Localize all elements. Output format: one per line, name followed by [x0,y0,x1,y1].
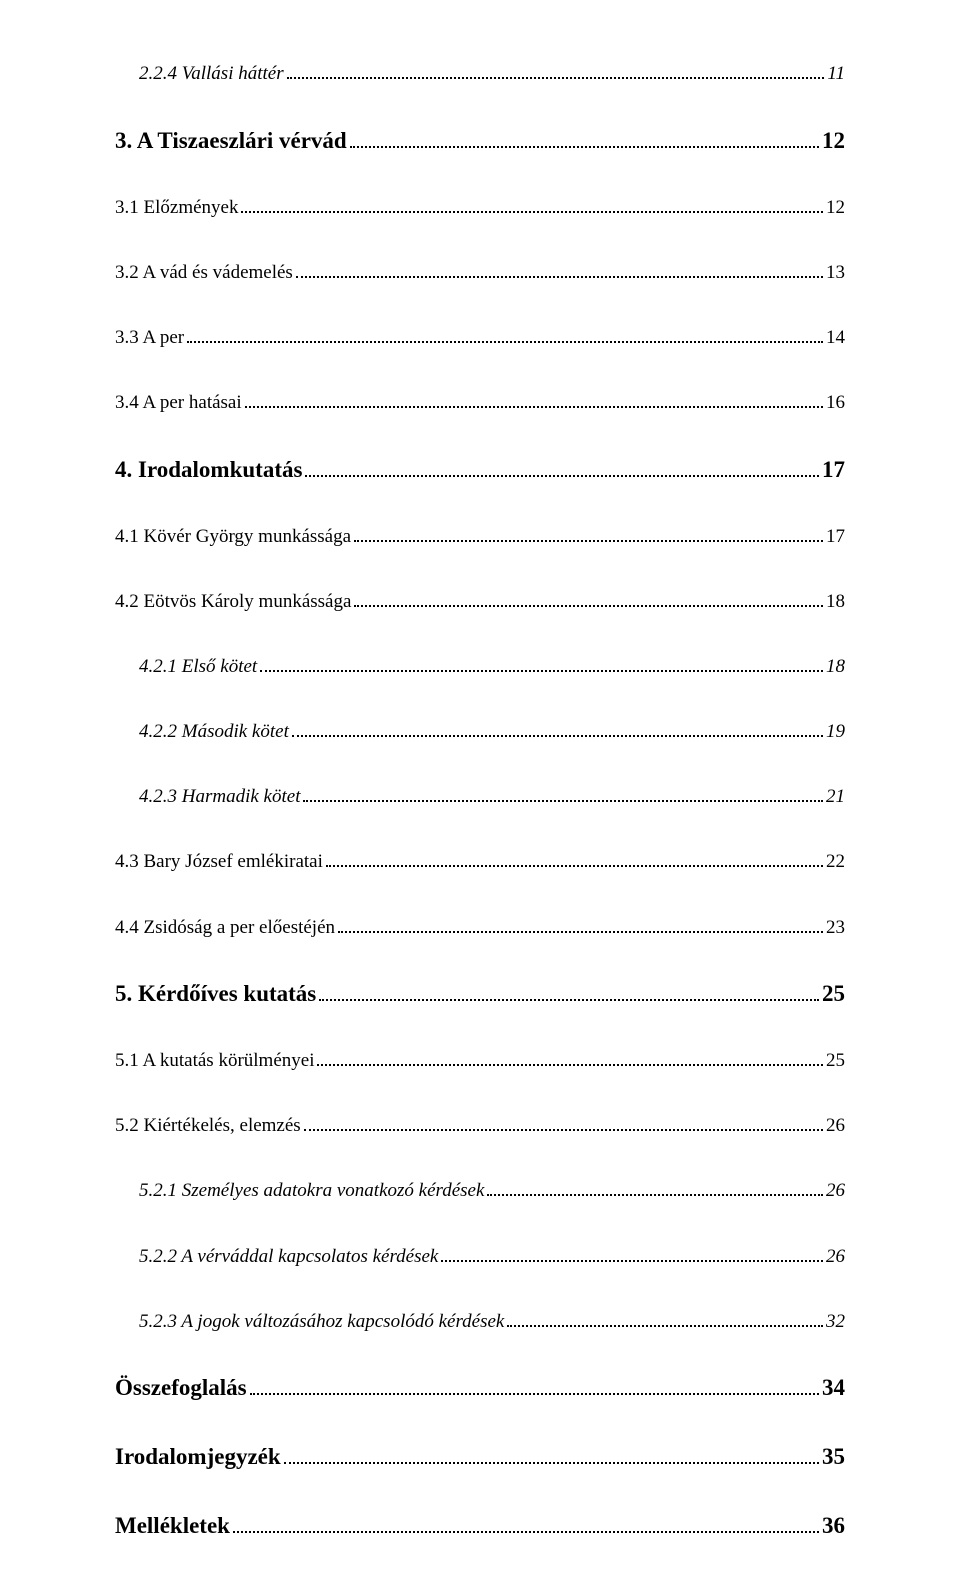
toc-entry-label: 2.2.4 Vallási háttér [139,63,284,85]
toc-entry: 4.2 Eötvös Károly munkássága 18 [115,590,845,613]
toc-entry-page: 32 [826,1311,845,1333]
toc-entry: 4.1 Kövér György munkássága 17 [115,525,845,548]
toc-entry-label: 4.2 Eötvös Károly munkássága [115,591,351,613]
toc-entry: 5.2.3 A jogok változásához kapcsolódó ké… [115,1310,845,1333]
toc-entry: 5.2.2 A vérváddal kapcsolatos kérdések 2… [115,1244,845,1267]
toc-leader-dots [507,1310,823,1327]
toc-entry-label: 5.2.1 Személyes adatokra vonatkozó kérdé… [139,1180,484,1202]
toc-leader-dots [292,720,823,737]
toc-entry-page: 25 [826,1050,845,1072]
toc-entry-page: 26 [826,1115,845,1137]
toc-entry: 3.4 A per hatásai 16 [115,391,845,414]
toc-entry-page: 35 [822,1444,845,1470]
toc-entry: 3.2 A vád és vádemelés 13 [115,261,845,284]
toc-entry: 4. Irodalomkutatás 17 [115,456,845,483]
toc-leader-dots [305,456,819,477]
toc-entry: 4.2.3 Harmadik kötet 21 [115,785,845,808]
toc-entry-label: 4.1 Kövér György munkássága [115,526,351,548]
toc-entry-label: Irodalomjegyzék [115,1444,281,1470]
toc-entry: 4.4 Zsidóság a per előestéjén 23 [115,915,845,938]
toc-entry-page: 21 [826,786,845,808]
toc-entry-page: 12 [826,197,845,219]
toc-entry: 5.2 Kiértékelés, elemzés 26 [115,1114,845,1137]
toc-entry-page: 19 [826,721,845,743]
toc-leader-dots [250,1375,819,1396]
toc-entry: 3. A Tiszaeszlári vérvád 12 [115,127,845,154]
toc-entry-page: 18 [826,656,845,678]
toc-entry-label: Mellékletek [115,1513,230,1539]
toc-entry-label: 3.4 A per hatásai [115,392,242,414]
toc-entry-label: 3.1 Előzmények [115,197,238,219]
toc-entry-label: 3.2 A vád és vádemelés [115,262,293,284]
toc-entry-label: 3. A Tiszaeszlári vérvád [115,128,347,154]
toc-entry-label: Összefoglalás [115,1375,247,1401]
toc-leader-dots [287,62,825,79]
toc-entry-page: 12 [822,128,845,154]
toc-entry-page: 25 [822,981,845,1007]
toc-entry: Mellékletek 36 [115,1512,845,1539]
toc-leader-dots [233,1512,819,1533]
toc-entry: 5. Kérdőíves kutatás 25 [115,981,845,1008]
toc-leader-dots [245,391,823,408]
toc-entry: 4.2.1 Első kötet 18 [115,655,845,678]
toc-entry-label: 5. Kérdőíves kutatás [115,981,316,1007]
toc-entry-label: 4.2.3 Harmadik kötet [139,786,300,808]
toc-entry-label: 4. Irodalomkutatás [115,457,302,483]
toc-leader-dots [317,1049,823,1066]
toc-entry: 3.3 A per 14 [115,326,845,349]
toc-entry-page: 26 [826,1180,845,1202]
toc-leader-dots [187,326,823,343]
toc-entry-page: 18 [826,591,845,613]
toc-entry: 5.2.1 Személyes adatokra vonatkozó kérdé… [115,1179,845,1202]
toc-leader-dots [487,1179,823,1196]
toc-entry-page: 17 [826,526,845,548]
toc-entry-label: 5.2.3 A jogok változásához kapcsolódó ké… [139,1311,504,1333]
toc-leader-dots [304,1114,823,1131]
toc-leader-dots [441,1244,823,1261]
toc-entry: 4.2.2 Második kötet 19 [115,720,845,743]
table-of-contents: 2.2.4 Vallási háttér 11 3. A Tiszaeszlári… [115,62,845,1539]
toc-entry-page: 11 [827,63,845,85]
toc-leader-dots [260,655,823,672]
toc-leader-dots [326,850,823,867]
toc-leader-dots [303,785,823,802]
toc-entry-page: 34 [822,1375,845,1401]
toc-entry-label: 4.3 Bary József emlékiratai [115,851,323,873]
toc-entry-page: 36 [822,1513,845,1539]
toc-entry-page: 16 [826,392,845,414]
toc-entry: 4.3 Bary József emlékiratai 22 [115,850,845,873]
toc-entry-label: 4.4 Zsidóság a per előestéjén [115,917,335,939]
toc-entry-page: 17 [822,457,845,483]
toc-entry-page: 23 [826,917,845,939]
toc-entry-label: 5.2.2 A vérváddal kapcsolatos kérdések [139,1246,438,1268]
toc-leader-dots [284,1443,819,1464]
toc-entry-label: 5.2 Kiértékelés, elemzés [115,1115,301,1137]
toc-entry: Összefoglalás 34 [115,1375,845,1402]
toc-entry: 3.1 Előzmények 12 [115,196,845,219]
toc-leader-dots [338,915,823,932]
toc-leader-dots [319,981,819,1002]
toc-entry-page: 26 [826,1246,845,1268]
toc-leader-dots [296,261,823,278]
toc-entry-page: 14 [826,327,845,349]
toc-entry: 2.2.4 Vallási háttér 11 [115,62,845,85]
toc-entry-label: 4.2.1 Első kötet [139,656,257,678]
toc-entry-label: 3.3 A per [115,327,184,349]
toc-entry: Irodalomjegyzék 35 [115,1443,845,1470]
toc-leader-dots [354,525,823,542]
toc-leader-dots [350,127,819,148]
toc-leader-dots [354,590,823,607]
toc-entry-page: 13 [826,262,845,284]
toc-entry-label: 5.1 A kutatás körülményei [115,1050,314,1072]
toc-entry-label: 4.2.2 Második kötet [139,721,289,743]
toc-entry-page: 22 [826,851,845,873]
toc-entry: 5.1 A kutatás körülményei 25 [115,1049,845,1072]
toc-leader-dots [241,196,823,213]
